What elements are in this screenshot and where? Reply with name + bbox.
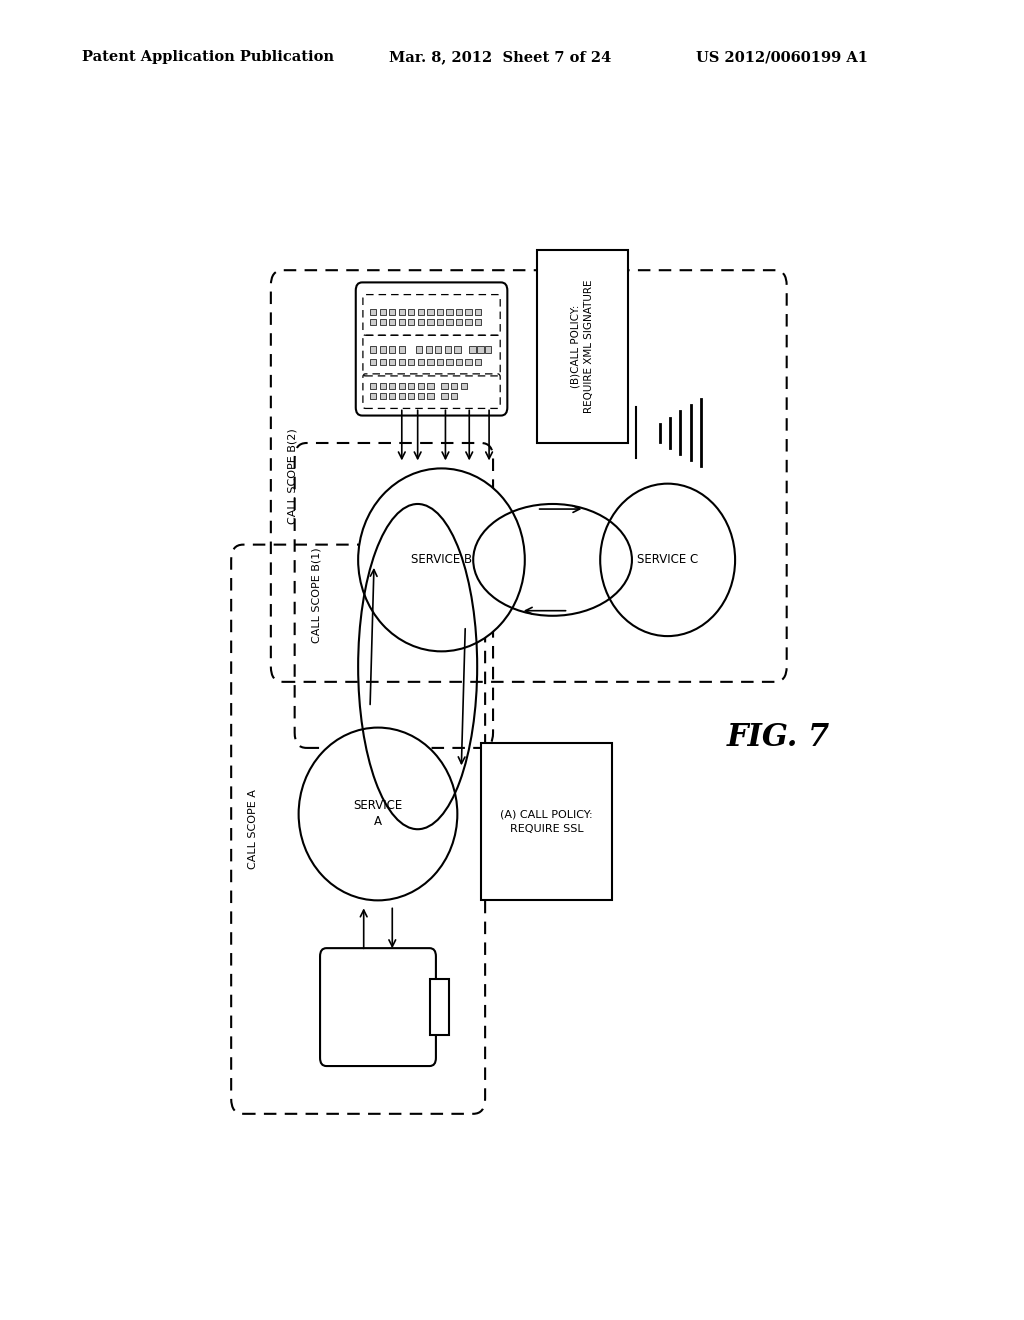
Bar bbox=[436, 359, 443, 364]
Text: Patent Application Publication: Patent Application Publication bbox=[82, 50, 334, 65]
FancyBboxPatch shape bbox=[355, 282, 507, 416]
Bar bbox=[409, 383, 415, 389]
Bar bbox=[398, 393, 404, 399]
Bar bbox=[380, 393, 386, 399]
Text: CALL SCOPE B(2): CALL SCOPE B(2) bbox=[288, 428, 297, 524]
Bar bbox=[469, 346, 475, 352]
Bar bbox=[455, 346, 461, 352]
Bar bbox=[465, 359, 472, 364]
Text: Mar. 8, 2012  Sheet 7 of 24: Mar. 8, 2012 Sheet 7 of 24 bbox=[389, 50, 611, 65]
Bar bbox=[418, 383, 424, 389]
Bar bbox=[398, 383, 404, 389]
Bar bbox=[389, 359, 395, 364]
Bar bbox=[380, 359, 386, 364]
Bar bbox=[456, 359, 462, 364]
Bar bbox=[370, 319, 377, 325]
Bar bbox=[389, 309, 395, 315]
Bar bbox=[446, 309, 453, 315]
Bar bbox=[456, 319, 462, 325]
Bar bbox=[418, 309, 424, 315]
Bar bbox=[427, 359, 433, 364]
Bar bbox=[409, 319, 415, 325]
Text: SERVICE B: SERVICE B bbox=[411, 553, 472, 566]
Bar bbox=[380, 319, 386, 325]
Bar bbox=[418, 359, 424, 364]
Bar bbox=[398, 346, 404, 352]
Text: CALL SCOPE B(1): CALL SCOPE B(1) bbox=[311, 548, 322, 643]
Bar bbox=[409, 393, 415, 399]
Text: CALL SCOPE A: CALL SCOPE A bbox=[248, 789, 258, 869]
Text: (B)CALL POLICY:
REQUIRE XML SIGNATURE: (B)CALL POLICY: REQUIRE XML SIGNATURE bbox=[570, 280, 594, 413]
Text: FIG. 7: FIG. 7 bbox=[727, 722, 830, 754]
Bar bbox=[409, 359, 415, 364]
Bar bbox=[456, 309, 462, 315]
Bar bbox=[380, 383, 386, 389]
Bar bbox=[451, 383, 458, 389]
Bar bbox=[427, 393, 433, 399]
Bar bbox=[446, 319, 453, 325]
Bar bbox=[370, 309, 377, 315]
Bar bbox=[461, 383, 467, 389]
Bar bbox=[427, 383, 433, 389]
Bar bbox=[485, 346, 492, 352]
Bar bbox=[426, 346, 432, 352]
Bar bbox=[416, 346, 423, 352]
Bar bbox=[398, 359, 404, 364]
Bar bbox=[418, 319, 424, 325]
Bar bbox=[370, 383, 377, 389]
Text: (A) CALL POLICY:
REQUIRE SSL: (A) CALL POLICY: REQUIRE SSL bbox=[501, 809, 593, 834]
Bar bbox=[436, 319, 443, 325]
Bar bbox=[475, 359, 481, 364]
Bar bbox=[430, 979, 450, 1035]
Bar bbox=[465, 319, 472, 325]
Bar bbox=[389, 393, 395, 399]
Text: SERVICE
A: SERVICE A bbox=[353, 800, 402, 829]
Bar bbox=[436, 309, 443, 315]
Bar bbox=[475, 319, 481, 325]
Bar bbox=[389, 383, 395, 389]
Ellipse shape bbox=[358, 469, 525, 651]
Ellipse shape bbox=[299, 727, 458, 900]
Text: SERVICE C: SERVICE C bbox=[637, 553, 698, 566]
Bar bbox=[441, 383, 447, 389]
Bar bbox=[537, 249, 628, 444]
Bar bbox=[389, 319, 395, 325]
Bar bbox=[465, 309, 472, 315]
Bar bbox=[409, 309, 415, 315]
Bar bbox=[477, 346, 483, 352]
Bar bbox=[370, 393, 377, 399]
Bar bbox=[481, 743, 612, 900]
Bar bbox=[435, 346, 441, 352]
Bar bbox=[446, 359, 453, 364]
Bar bbox=[444, 346, 451, 352]
Bar bbox=[451, 393, 458, 399]
Bar bbox=[427, 319, 433, 325]
Bar bbox=[398, 309, 404, 315]
Bar bbox=[427, 309, 433, 315]
FancyBboxPatch shape bbox=[321, 948, 436, 1067]
Text: US 2012/0060199 A1: US 2012/0060199 A1 bbox=[696, 50, 868, 65]
Bar bbox=[475, 309, 481, 315]
Bar bbox=[418, 393, 424, 399]
Bar bbox=[380, 309, 386, 315]
Bar bbox=[441, 393, 447, 399]
Ellipse shape bbox=[600, 483, 735, 636]
Bar bbox=[380, 346, 386, 352]
Bar bbox=[389, 346, 395, 352]
Bar bbox=[398, 319, 404, 325]
Bar bbox=[370, 359, 377, 364]
Bar bbox=[370, 346, 377, 352]
